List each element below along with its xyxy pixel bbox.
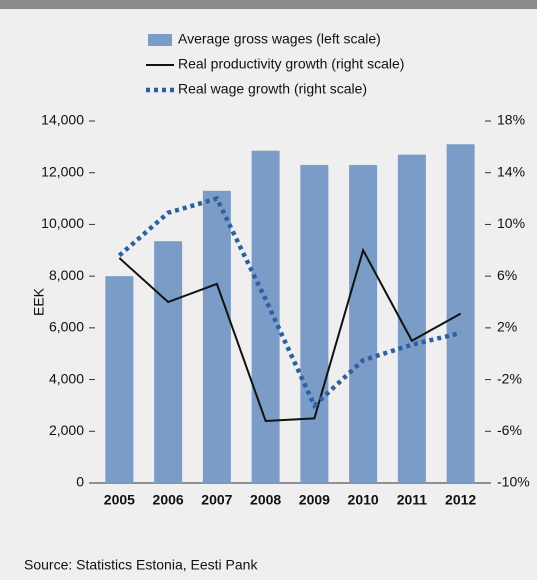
y-tick-label: 14,000 — [41, 112, 84, 128]
y2-tick-label: -2% — [497, 370, 522, 386]
line-series — [118, 247, 462, 422]
x-tick-label: 2007 — [201, 492, 232, 508]
legend-swatch — [148, 34, 172, 46]
bar — [105, 276, 134, 483]
top-band — [0, 0, 537, 9]
y2-tick-label: 2% — [497, 319, 517, 335]
y-tick-label: 2,000 — [49, 422, 84, 438]
x-tick-label: 2009 — [299, 492, 330, 508]
bar — [349, 164, 378, 483]
x-tick-label: 2008 — [250, 492, 281, 508]
y-tick-label: 10,000 — [41, 215, 84, 231]
y2-tick-label: 18% — [497, 112, 525, 128]
bar — [202, 190, 231, 484]
x-tick-label: 2012 — [445, 492, 476, 508]
y2-tick-label: 10% — [497, 215, 525, 231]
y-tick-label: 6,000 — [49, 319, 84, 335]
bar — [251, 150, 280, 483]
y-tick-label: 4,000 — [49, 370, 84, 386]
y2-tick-label: -10% — [497, 474, 530, 490]
legend-label: Real productivity growth (right scale) — [178, 56, 404, 72]
y-tick-label: 0 — [76, 474, 84, 490]
bar — [397, 154, 426, 483]
x-tick-label: 2010 — [348, 492, 379, 508]
x-tick-label: 2011 — [397, 492, 428, 508]
y2-tick-label: 6% — [497, 267, 517, 283]
x-tick-label: 2005 — [104, 492, 135, 508]
y-tick-label: 12,000 — [41, 163, 84, 179]
bar — [154, 241, 183, 483]
legend-label: Real wage growth (right scale) — [178, 81, 367, 97]
y2-tick-label: -6% — [497, 422, 522, 438]
bar — [300, 164, 329, 483]
y-tick-label: 8,000 — [49, 267, 84, 283]
legend-label: Average gross wages (left scale) — [178, 31, 381, 47]
y-axis-label: EEK — [31, 287, 47, 316]
x-tick-label: 2006 — [153, 492, 184, 508]
line-series — [117, 195, 462, 410]
y2-tick-label: 14% — [497, 163, 525, 179]
source: Source: Statistics Estonia, Eesti Pank — [24, 557, 258, 573]
